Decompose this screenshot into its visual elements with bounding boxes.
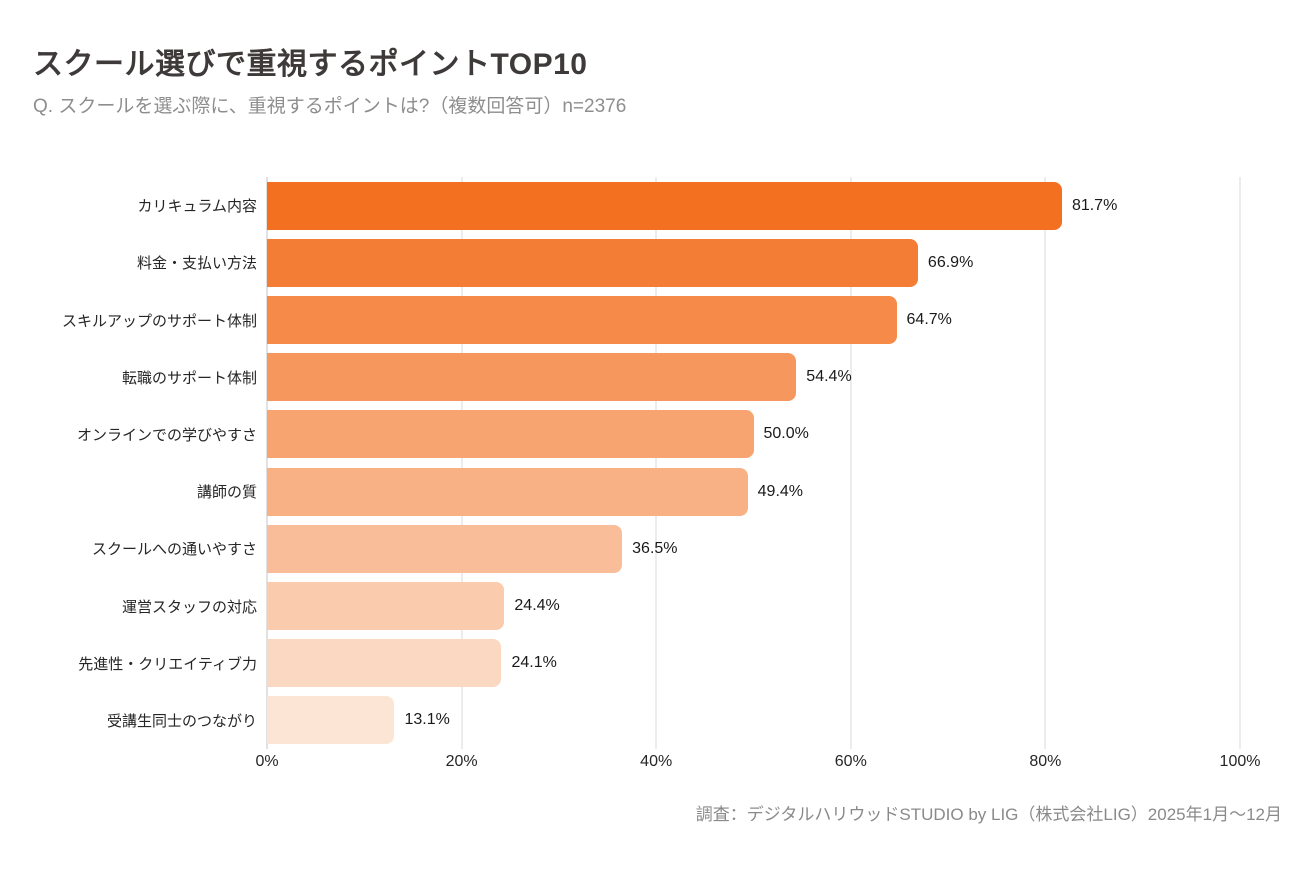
- chart-header: スクール選びで重視するポイントTOP10 Q. スクールを選ぶ際に、重視するポイ…: [0, 0, 1310, 119]
- category-label: 運営スタッフの対応: [121, 598, 257, 616]
- bar-row: 36.5%: [267, 520, 1240, 577]
- value-label: 49.4%: [757, 482, 804, 500]
- value-label: 13.1%: [404, 711, 450, 729]
- bar-chart: カリキュラム内容 料金・支払い方法スキルアップのサポート体制転職のサポート体制オン…: [0, 177, 1310, 777]
- plot-area: 81.7% 66.9% 64.7% 54.4% 50.0% 49.4% 36.5% 24.4%…: [266, 177, 1241, 750]
- value-label: 66.9%: [927, 253, 974, 271]
- category-label: オンラインでの学びやすさ: [76, 426, 257, 444]
- bar: [267, 181, 1062, 230]
- category-label: 講師の質: [196, 484, 257, 502]
- value-label: 81.7%: [1071, 196, 1118, 214]
- category-label: カリキュラム内容: [137, 198, 257, 216]
- bar-row: 24.1%: [267, 635, 1240, 692]
- bar-row: 49.4%: [267, 463, 1240, 520]
- bar-row: 66.9%: [267, 234, 1240, 291]
- bar: [267, 467, 748, 516]
- bar-row: 54.4%: [267, 349, 1240, 406]
- x-tick-label-40%: 40%: [640, 753, 673, 771]
- bar: [267, 296, 897, 345]
- category-label: 転職のサポート体制: [121, 369, 257, 387]
- x-tick-label-0%: 0%: [255, 753, 279, 771]
- x-axis: 0% 20% 40% 60% 80% 100%: [255, 749, 1260, 777]
- bar-row: 24.4%: [267, 577, 1240, 634]
- bar: [267, 696, 395, 745]
- gridline-60%: [850, 177, 852, 750]
- bar: [267, 353, 797, 402]
- value-label: 54.4%: [806, 368, 852, 386]
- value-label: 24.4%: [514, 597, 560, 615]
- bar: [267, 582, 505, 631]
- gridline-40%: [655, 177, 657, 750]
- x-tick-label-100%: 100%: [1219, 753, 1261, 771]
- value-label: 50.0%: [763, 425, 809, 443]
- category-label: 先進性・クリエイティブ力: [78, 655, 257, 673]
- bar-row: 81.7%: [267, 177, 1240, 234]
- value-label: 64.7%: [906, 311, 952, 329]
- page-title: スクール選びで重視するポイントTOP10: [33, 48, 588, 81]
- bar-row: 50.0%: [267, 406, 1240, 463]
- gridline-100%: [1239, 177, 1241, 750]
- category-label: 受講生同士のつながり: [106, 712, 257, 730]
- bar-row: 64.7%: [267, 292, 1240, 349]
- category-labels-column: カリキュラム内容 料金・支払い方法スキルアップのサポート体制転職のサポート体制オン…: [0, 177, 267, 749]
- chart-question-subtitle: Q. スクールを選ぶ際に、重視するポイントは?（複数回答可）n=2376: [33, 95, 627, 117]
- gridline-20%: [461, 177, 463, 750]
- gridline-0%: [266, 177, 268, 750]
- bar: [267, 238, 918, 287]
- bar: [267, 410, 754, 459]
- category-label: 料金・支払い方法: [136, 255, 257, 273]
- source-note: 調査：デジタルハリウッドSTUDIO by LIG（株式会社LIG）2025年1…: [695, 805, 1282, 824]
- chart-body: カリキュラム内容 料金・支払い方法スキルアップのサポート体制転職のサポート体制オン…: [0, 177, 1241, 750]
- x-tick-label-80%: 80%: [1029, 753, 1062, 771]
- value-label: 24.1%: [511, 654, 557, 672]
- bar-row: 13.1%: [267, 692, 1240, 749]
- category-label: スクールへの通いやすさ: [91, 541, 257, 559]
- x-tick-label-60%: 60%: [834, 753, 867, 771]
- bar: [267, 524, 623, 573]
- value-label: 36.5%: [632, 539, 678, 557]
- category-label: スキルアップのサポート体制: [61, 312, 257, 330]
- x-tick-label-20%: 20%: [445, 753, 478, 771]
- bar: [267, 639, 502, 688]
- gridline-80%: [1044, 177, 1046, 750]
